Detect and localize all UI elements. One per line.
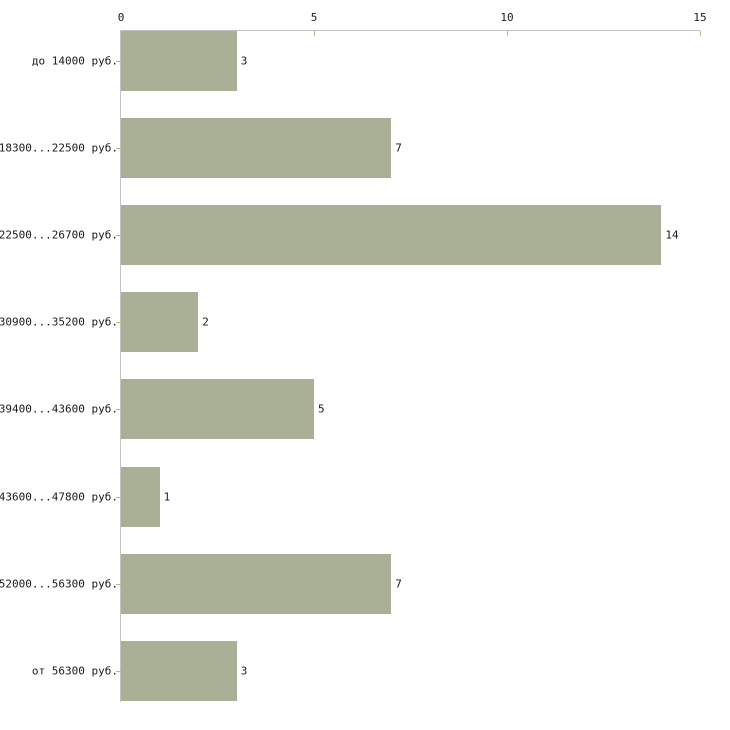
bar-value-label: 1 <box>163 490 171 503</box>
y-axis-tick-mark <box>116 322 121 323</box>
bar-value-label: 7 <box>395 141 402 155</box>
y-axis-category-label: 30900...35200 руб. <box>0 315 118 329</box>
y-axis-category-label: 39400...43600 руб. <box>0 402 118 416</box>
x-axis-line <box>121 30 700 31</box>
bar <box>121 205 662 266</box>
y-axis-tick-mark <box>116 409 121 410</box>
y-axis-category-label: 18300...22500 руб. <box>0 141 118 155</box>
bar-value-label: 7 <box>395 577 402 591</box>
bar <box>121 118 392 179</box>
x-axis-tick-label: 10 <box>500 11 514 24</box>
y-axis-tick-mark <box>116 61 121 62</box>
x-axis-tick-label: 5 <box>310 11 318 24</box>
bar <box>121 553 392 614</box>
bar <box>121 640 237 701</box>
x-axis-tick-label: 0 <box>117 11 125 24</box>
x-axis-tick-label: 15 <box>693 11 707 24</box>
bar <box>121 379 314 440</box>
y-axis-line <box>120 30 121 702</box>
y-axis-tick-mark <box>116 497 121 498</box>
y-axis-category-label: 22500...26700 руб. <box>0 228 118 242</box>
y-axis-category-label: от 56300 руб. <box>31 664 118 678</box>
bar-value-label: 3 <box>240 54 248 68</box>
bar-value-label: 14 <box>665 228 679 242</box>
x-axis-tick-mark <box>699 31 701 36</box>
bar-value-label: 5 <box>318 402 325 416</box>
bar <box>121 292 199 353</box>
y-axis-tick-mark <box>116 235 121 236</box>
y-axis-tick-mark <box>116 671 121 672</box>
y-axis-category-label: 43600...47800 руб. <box>0 490 118 503</box>
bar-value-label: 2 <box>202 315 209 329</box>
y-axis-tick-mark <box>116 584 121 585</box>
x-axis-tick-mark <box>313 31 315 36</box>
bar <box>121 466 160 527</box>
y-axis-category-label: до 14000 руб. <box>31 54 118 68</box>
x-axis-tick-mark <box>506 31 508 36</box>
y-axis-tick-mark <box>116 148 121 149</box>
bar <box>121 31 237 91</box>
bar-value-label: 3 <box>240 664 248 678</box>
y-axis-category-label: 52000...56300 руб. <box>0 577 118 591</box>
